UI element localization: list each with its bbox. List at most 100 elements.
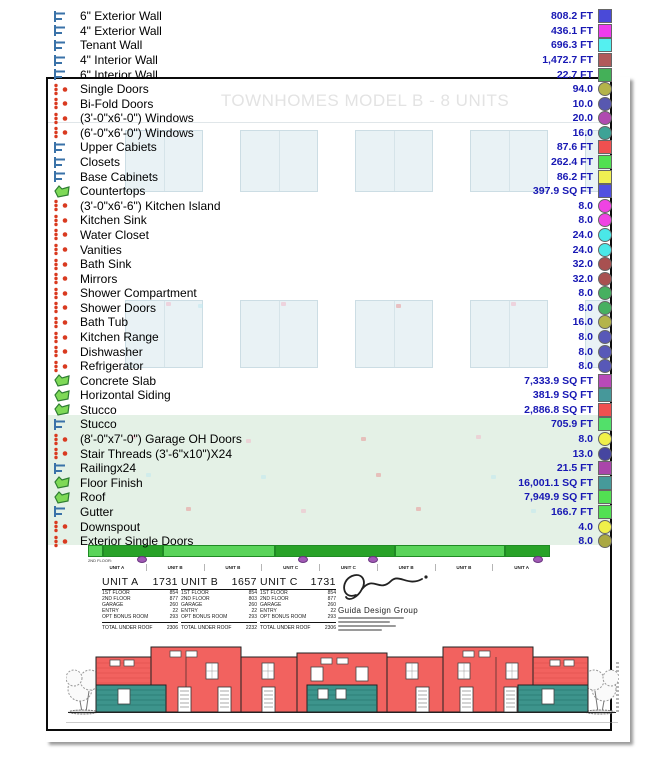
takeoff-color-swatch[interactable]: [598, 461, 612, 476]
takeoff-item-row[interactable]: Bath Sink 32.0: [52, 257, 612, 272]
takeoff-item-row[interactable]: Railingx24 21.5 FT: [52, 461, 612, 476]
takeoff-color-swatch[interactable]: [598, 359, 612, 374]
takeoff-item-row[interactable]: (8'-0"x7'-0") Garage OH Doors 8.0: [52, 432, 612, 447]
takeoff-color-swatch[interactable]: [598, 475, 612, 490]
takeoff-item-row[interactable]: 4" Exterior Wall 436.1 FT: [52, 23, 612, 39]
linear-measure-icon: [52, 156, 80, 169]
designer-logo: Guida Design Group: [338, 569, 478, 631]
takeoff-color-swatch[interactable]: [598, 53, 612, 68]
plan-marker-dot: [368, 556, 378, 563]
takeoff-color-swatch[interactable]: [598, 125, 612, 140]
takeoff-item-row[interactable]: Bath Tub 16.0: [52, 315, 612, 330]
takeoff-color-swatch[interactable]: [598, 315, 612, 330]
takeoff-color-swatch[interactable]: [598, 9, 612, 24]
takeoff-item-quantity: 16,001.1 SQ FT: [518, 476, 593, 489]
takeoff-item-quantity: 705.9 FT: [550, 418, 593, 431]
takeoff-item-row[interactable]: Dishwasher 8.0: [52, 344, 612, 359]
takeoff-color-swatch[interactable]: [598, 373, 612, 388]
linear-measure-icon: [52, 505, 80, 518]
floor-finish-highlight-strip[interactable]: [88, 545, 550, 557]
takeoff-color-swatch[interactable]: [598, 286, 612, 301]
margin-copyright-text: [616, 662, 619, 714]
unit-table-row: OPT BONUS ROOM 293: [260, 614, 336, 620]
floor-label: 2ND FLOOR:: [88, 558, 113, 563]
takeoff-item-row[interactable]: Tenant Wall 696.3 FT: [52, 38, 612, 53]
takeoff-color-swatch[interactable]: [598, 344, 612, 359]
takeoff-color-swatch[interactable]: [598, 417, 612, 432]
takeoff-item-row[interactable]: Vanities 24.0: [52, 242, 612, 257]
takeoff-item-row[interactable]: Stucco 2,886.8 SQ FT: [52, 402, 612, 418]
takeoff-item-row[interactable]: Closets 262.4 FT: [52, 155, 612, 170]
takeoff-color-swatch[interactable]: [598, 67, 612, 82]
area-polygon-icon: [52, 388, 80, 402]
unit-table-row: ENTRY 22: [102, 608, 178, 614]
takeoff-item-row[interactable]: Floor Finish 16,001.1 SQ FT: [52, 475, 612, 491]
takeoff-item-row[interactable]: Single Doors 94.0: [52, 82, 612, 97]
takeoff-item-row[interactable]: Gutter 166.7 FT: [52, 504, 612, 520]
takeoff-item-row[interactable]: Roof 7,949.9 SQ FT: [52, 490, 612, 505]
takeoff-item-row[interactable]: (6'-0"x6'-0") Windows 16.0: [52, 125, 612, 141]
unit-table-row: 1ST FLOOR 854: [102, 590, 178, 596]
takeoff-item-row[interactable]: Concrete Slab 7,333.9 SQ FT: [52, 373, 612, 388]
takeoff-color-swatch[interactable]: [598, 271, 612, 286]
area-polygon-icon: [52, 476, 80, 489]
takeoff-item-row[interactable]: Horizontal Siding 381.9 SQ FT: [52, 388, 612, 403]
takeoff-item-row[interactable]: (3'-0"x6'-6") Kitchen Island 8.0: [52, 198, 612, 214]
drawing-sheet: TOWNHOMES MODEL B - 8 UNITS: [46, 77, 630, 742]
takeoff-items-list: 6" Exterior Wall 808.2 FT 4" Exterior Wall…: [52, 9, 612, 549]
takeoff-color-swatch[interactable]: [598, 96, 612, 111]
takeoff-item-row[interactable]: Downspout 4.0: [52, 519, 612, 534]
takeoff-item-row[interactable]: Stair Threads (3'-6"x10")X24 13.0: [52, 446, 612, 461]
takeoff-item-row[interactable]: 6" Exterior Wall 808.2 FT: [52, 9, 612, 24]
takeoff-color-swatch[interactable]: [598, 38, 612, 53]
takeoff-color-swatch[interactable]: [598, 519, 612, 534]
takeoff-color-swatch[interactable]: [598, 140, 612, 155]
takeoff-color-swatch[interactable]: [598, 388, 612, 403]
logo-company-name: Guida Design Group: [338, 606, 419, 615]
takeoff-color-swatch[interactable]: [598, 534, 612, 549]
takeoff-item-quantity: 8.0: [578, 433, 593, 446]
takeoff-item-row[interactable]: (3'-0"x6'-0") Windows 20.0: [52, 111, 612, 126]
takeoff-item-quantity: 1,472.7 FT: [542, 54, 593, 67]
takeoff-item-row[interactable]: Bi-Fold Doors 10.0: [52, 96, 612, 111]
takeoff-color-swatch[interactable]: [598, 155, 612, 170]
takeoff-item-row[interactable]: Base Cabinets 86.2 FT: [52, 169, 612, 184]
takeoff-color-swatch[interactable]: [598, 446, 612, 461]
takeoff-item-row[interactable]: Shower Doors 8.0: [52, 300, 612, 316]
takeoff-color-swatch[interactable]: [598, 198, 612, 213]
takeoff-color-swatch[interactable]: [598, 82, 612, 97]
takeoff-item-row[interactable]: Water Closet 24.0: [52, 227, 612, 243]
takeoff-color-swatch[interactable]: [598, 504, 612, 519]
takeoff-color-swatch[interactable]: [598, 330, 612, 344]
logo-email-line: [338, 625, 396, 627]
takeoff-color-swatch[interactable]: [598, 300, 612, 315]
takeoff-item-row[interactable]: Kitchen Range 8.0: [52, 330, 612, 345]
takeoff-color-swatch[interactable]: [598, 184, 612, 199]
sheet-title-watermark: TOWNHOMES MODEL B - 8 UNITS: [220, 91, 510, 110]
takeoff-color-swatch[interactable]: [598, 432, 612, 447]
area-polygon-icon: [52, 490, 80, 504]
takeoff-color-swatch[interactable]: [598, 257, 612, 272]
takeoff-item-row[interactable]: Upper Cabiets 87.6 FT: [52, 140, 612, 155]
takeoff-item-row[interactable]: Countertops 397.9 SQ FT: [52, 184, 612, 199]
takeoff-color-swatch[interactable]: [598, 402, 612, 417]
takeoff-color-swatch[interactable]: [598, 213, 612, 228]
takeoff-item-row[interactable]: 6" Interior Wall 22.7 FT: [52, 67, 612, 82]
takeoff-item-row[interactable]: Kitchen Sink 8.0: [52, 213, 612, 228]
takeoff-item-row[interactable]: Mirrors 32.0: [52, 271, 612, 286]
takeoff-item-row[interactable]: Exterior Single Doors 8.0: [52, 534, 612, 549]
takeoff-color-swatch[interactable]: [598, 227, 612, 242]
takeoff-item-row[interactable]: Stucco 705.9 FT: [52, 417, 612, 432]
takeoff-item-row[interactable]: 4" Interior Wall 1,472.7 FT: [52, 53, 612, 68]
takeoff-color-swatch[interactable]: [598, 242, 612, 257]
takeoff-color-swatch[interactable]: [598, 169, 612, 184]
takeoff-color-swatch[interactable]: [598, 490, 612, 505]
takeoff-color-swatch[interactable]: [598, 23, 612, 38]
takeoff-item-row[interactable]: Shower Compartment 8.0: [52, 286, 612, 301]
count-icon: [52, 520, 80, 533]
takeoff-item-row[interactable]: Refrigerator 8.0: [52, 359, 612, 374]
count-icon: [52, 433, 80, 446]
unit-area-tables: UNIT A 1731 1ST FLOOR 854 2ND FLOOR 877 GARAGE…: [102, 576, 336, 631]
takeoff-color-swatch[interactable]: [598, 111, 612, 126]
linear-measure-icon: [52, 170, 80, 183]
